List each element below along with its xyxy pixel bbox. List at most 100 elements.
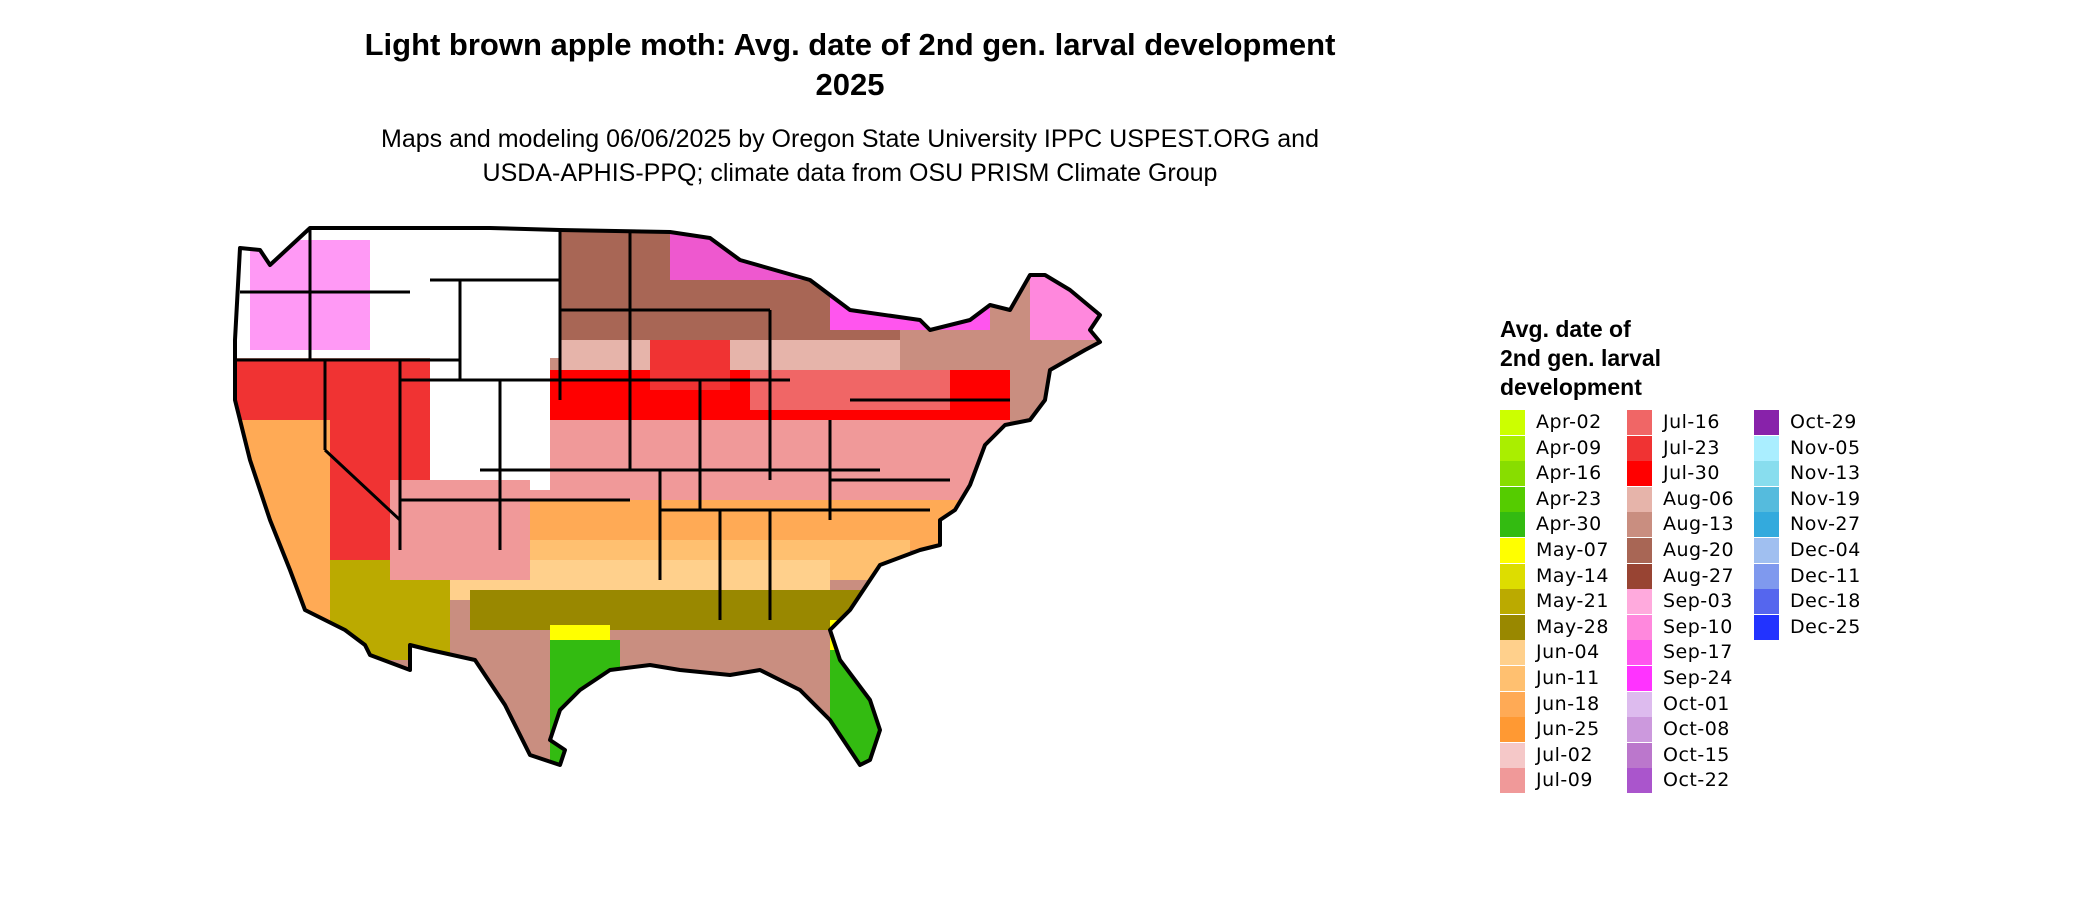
legend-swatch (1754, 461, 1779, 487)
legend-label: Oct-15 (1663, 743, 1730, 766)
legend-label: May-07 (1536, 539, 1609, 561)
legend-item: Oct-01 (1627, 691, 1757, 717)
legend-label: Jul-02 (1536, 743, 1593, 766)
us-outline (233, 226, 1102, 767)
legend-swatch (1627, 486, 1652, 512)
legend-item: Oct-22 (1627, 768, 1757, 794)
legend-label: Jun-25 (1536, 718, 1600, 741)
legend-swatch (1627, 691, 1652, 717)
legend-item: Apr-02 (1500, 410, 1630, 435)
legend-item: Sep-17 (1627, 640, 1757, 666)
map-legend: Avg. date of 2nd gen. larval development… (1500, 315, 1860, 794)
legend-swatch (1500, 691, 1525, 717)
legend-swatch (1500, 614, 1525, 640)
map-fill-zones (235, 228, 1100, 765)
legend-swatch (1627, 742, 1652, 768)
legend-item: Jun-04 (1500, 640, 1630, 666)
legend-item: Apr-23 (1500, 486, 1630, 512)
legend-swatch (1627, 640, 1652, 666)
legend-item: Jul-23 (1627, 435, 1757, 461)
us-map-svg (233, 226, 1102, 767)
legend-swatch (1627, 768, 1652, 794)
legend-swatch (1500, 512, 1525, 538)
legend-item: Aug-20 (1627, 538, 1757, 563)
legend-item: Aug-27 (1627, 563, 1757, 589)
california-zone (240, 420, 330, 620)
legend-item: Nov-05 (1754, 435, 1884, 461)
legend-swatch (1754, 410, 1779, 435)
legend-swatch (1500, 563, 1525, 589)
legend-label: Jun-11 (1536, 667, 1600, 689)
legend-item: May-21 (1500, 589, 1630, 615)
legend-label: Sep-10 (1663, 615, 1733, 638)
legend-label: Dec-11 (1790, 564, 1861, 587)
legend-swatch (1500, 410, 1525, 435)
legend-label: Sep-03 (1663, 590, 1733, 613)
legend-item: Sep-03 (1627, 589, 1757, 615)
legend-item: Jul-09 (1500, 768, 1630, 794)
legend-swatch (1627, 614, 1652, 640)
legend-swatch (1500, 538, 1525, 563)
legend-label: Jun-04 (1536, 641, 1600, 664)
legend-swatch (1500, 435, 1525, 461)
legend-title: development (1500, 374, 1642, 400)
legend-swatch (1754, 614, 1779, 640)
legend-label: Oct-01 (1663, 692, 1730, 715)
legend-label: Apr-16 (1536, 462, 1602, 485)
legend-swatch (1500, 589, 1525, 615)
legend-swatch (1500, 742, 1525, 768)
legend-item: Apr-16 (1500, 461, 1630, 487)
us-map (230, 220, 1470, 900)
legend-label: Aug-20 (1663, 539, 1735, 561)
legend-item: Oct-15 (1627, 742, 1757, 768)
legend-swatch (1754, 486, 1779, 512)
legend-swatch (1754, 563, 1779, 589)
legend-swatch (1627, 512, 1652, 538)
legend-swatch (1627, 589, 1652, 615)
legend-label: Jul-23 (1663, 436, 1720, 459)
colorado-no-data-zone (430, 350, 550, 490)
south-texas-green-zone (550, 640, 620, 765)
legend-label: Apr-23 (1536, 487, 1602, 510)
nebraska-zone (650, 340, 730, 390)
legend-item: Sep-10 (1627, 614, 1757, 640)
legend-item: Nov-13 (1754, 461, 1884, 487)
legend-label: Oct-29 (1790, 411, 1857, 433)
legend-swatch (1754, 512, 1779, 538)
legend-item: May-07 (1500, 538, 1630, 563)
legend-label: Aug-27 (1663, 564, 1735, 587)
legend-swatch (1627, 435, 1652, 461)
midwest-zone (750, 370, 950, 410)
legend-label: Dec-04 (1790, 539, 1861, 561)
legend-label: May-28 (1536, 615, 1609, 638)
legend-label: Nov-19 (1790, 487, 1861, 510)
legend-item: Jun-25 (1500, 717, 1630, 743)
map-subtitle-credit: USDA-APHIS-PPQ; climate data from OSU PR… (482, 159, 1218, 187)
legend-item: Sep-24 (1627, 666, 1757, 691)
legend-swatch (1627, 410, 1652, 435)
legend-label: Sep-17 (1663, 641, 1733, 664)
legend-label: Jul-16 (1663, 411, 1720, 433)
legend-item: Aug-06 (1627, 486, 1757, 512)
legend-label: Apr-09 (1536, 436, 1602, 459)
legend-item: Jun-11 (1500, 666, 1630, 691)
legend-item: May-28 (1500, 614, 1630, 640)
legend-item: Jun-18 (1500, 691, 1630, 717)
legend-item: Dec-18 (1754, 589, 1884, 615)
legend-label: Oct-08 (1663, 718, 1730, 741)
legend-swatch (1627, 666, 1652, 691)
legend-label: Apr-02 (1536, 411, 1602, 433)
legend-title: Avg. date of (1500, 316, 1631, 342)
legend-label: Dec-25 (1790, 615, 1861, 638)
legend-label: Jun-18 (1536, 692, 1600, 715)
gulf-olive-zone (470, 590, 870, 630)
legend-item: Dec-25 (1754, 614, 1884, 640)
legend-label: Sep-24 (1663, 667, 1733, 689)
map-title-year: 2025 (815, 67, 885, 102)
legend-swatch (1627, 461, 1652, 487)
legend-label: Apr-30 (1536, 513, 1602, 536)
legend-swatch (1500, 640, 1525, 666)
legend-label: Oct-22 (1663, 769, 1730, 792)
legend-item: Dec-11 (1754, 563, 1884, 589)
legend-swatch (1500, 461, 1525, 487)
